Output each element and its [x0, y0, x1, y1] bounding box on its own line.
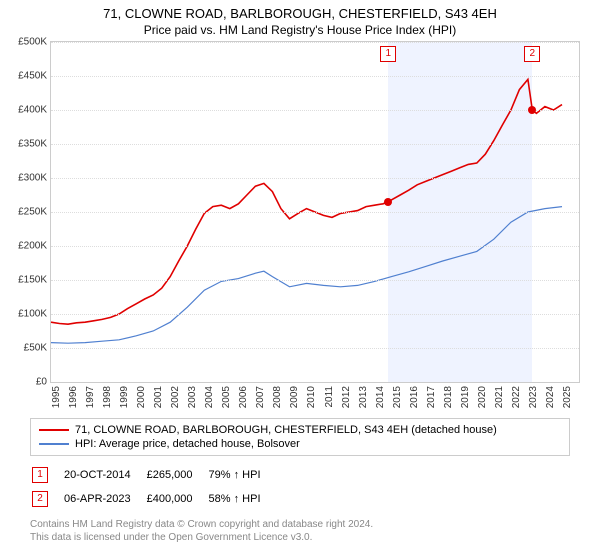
x-axis-label: 2015	[392, 386, 403, 408]
x-axis-label: 2001	[153, 386, 164, 408]
x-axis-label: 2004	[204, 386, 215, 408]
x-axis-label: 2007	[255, 386, 266, 408]
x-axis-label: 2017	[426, 386, 437, 408]
sale-marker: 1	[380, 46, 396, 62]
footer: Contains HM Land Registry data © Crown c…	[30, 518, 570, 544]
gridline	[51, 110, 579, 111]
x-axis-label: 2010	[306, 386, 317, 408]
y-axis-label: £200K	[18, 241, 47, 252]
x-axis-label: 2020	[477, 386, 488, 408]
y-axis-label: £250K	[18, 207, 47, 218]
legend-item-property: 71, CLOWNE ROAD, BARLBOROUGH, CHESTERFIE…	[39, 423, 561, 437]
chart-subtitle: Price paid vs. HM Land Registry's House …	[0, 21, 600, 41]
x-axis-label: 2025	[562, 386, 573, 408]
legend-swatch-hpi	[39, 443, 69, 445]
legend-item-hpi: HPI: Average price, detached house, Bols…	[39, 437, 561, 451]
chart-title: 71, CLOWNE ROAD, BARLBOROUGH, CHESTERFIE…	[0, 0, 600, 21]
sale-pct: 58% ↑ HPI	[209, 488, 275, 510]
gridline	[51, 348, 579, 349]
footer-line2: This data is licensed under the Open Gov…	[30, 531, 570, 544]
x-axis-label: 2019	[460, 386, 471, 408]
y-axis-label: £400K	[18, 105, 47, 116]
sale-price: £265,000	[147, 464, 207, 486]
x-axis-label: 2018	[443, 386, 454, 408]
gridline	[51, 212, 579, 213]
x-axis-label: 2002	[170, 386, 181, 408]
y-axis-label: £100K	[18, 309, 47, 320]
sale-date: 20-OCT-2014	[64, 464, 145, 486]
x-axis-label: 2011	[324, 386, 335, 408]
chart-plot-area: £0£50K£100K£150K£200K£250K£300K£350K£400…	[50, 41, 580, 383]
x-axis-label: 1997	[85, 386, 96, 408]
sale-date: 06-APR-2023	[64, 488, 145, 510]
gridline	[51, 178, 579, 179]
gridline	[51, 76, 579, 77]
sale-price: £400,000	[147, 488, 207, 510]
x-axis-label: 2008	[272, 386, 283, 408]
x-axis-label: 1998	[102, 386, 113, 408]
legend-label-hpi: HPI: Average price, detached house, Bols…	[75, 438, 300, 450]
x-axis-label: 2013	[358, 386, 369, 408]
legend: 71, CLOWNE ROAD, BARLBOROUGH, CHESTERFIE…	[30, 418, 570, 456]
x-axis-label: 2000	[136, 386, 147, 408]
sale-marker: 2	[524, 46, 540, 62]
chart-container: 71, CLOWNE ROAD, BARLBOROUGH, CHESTERFIE…	[0, 0, 600, 560]
x-axis-label: 2003	[187, 386, 198, 408]
gridline	[51, 246, 579, 247]
x-axis-label: 1996	[68, 386, 79, 408]
sales-row: 2 06-APR-2023£400,00058% ↑ HPI	[32, 488, 275, 510]
sale-index-icon: 1	[32, 467, 48, 483]
sale-index-icon: 2	[32, 491, 48, 507]
x-axis-label: 2006	[238, 386, 249, 408]
x-axis-label: 2023	[528, 386, 539, 408]
x-axis-label: 2005	[221, 386, 232, 408]
gridline	[51, 144, 579, 145]
gridline	[51, 314, 579, 315]
y-axis-label: £300K	[18, 173, 47, 184]
series-line	[51, 207, 562, 344]
x-axis-label: 2022	[511, 386, 522, 408]
x-axis-label: 2016	[409, 386, 420, 408]
sales-table: 1 20-OCT-2014£265,00079% ↑ HPI 2 06-APR-202…	[30, 462, 277, 512]
sale-dot	[528, 106, 536, 114]
footer-line1: Contains HM Land Registry data © Crown c…	[30, 518, 570, 531]
x-axis-label: 2024	[545, 386, 556, 408]
x-axis-label: 1995	[51, 386, 62, 408]
legend-swatch-property	[39, 429, 69, 431]
sales-row: 1 20-OCT-2014£265,00079% ↑ HPI	[32, 464, 275, 486]
gridline	[51, 42, 579, 43]
y-axis-label: £500K	[18, 37, 47, 48]
gridline	[51, 280, 579, 281]
x-axis-label: 2021	[494, 386, 505, 408]
y-axis-label: £0	[36, 377, 47, 388]
y-axis-label: £150K	[18, 275, 47, 286]
x-axis-label: 2012	[341, 386, 352, 408]
sale-pct: 79% ↑ HPI	[209, 464, 275, 486]
y-axis-label: £350K	[18, 139, 47, 150]
sale-dot	[384, 198, 392, 206]
y-axis-label: £450K	[18, 71, 47, 82]
x-axis-label: 2014	[375, 386, 386, 408]
x-axis-label: 2009	[289, 386, 300, 408]
x-axis-label: 1999	[119, 386, 130, 408]
series-line	[51, 79, 562, 324]
legend-label-property: 71, CLOWNE ROAD, BARLBOROUGH, CHESTERFIE…	[75, 424, 497, 436]
y-axis-label: £50K	[24, 343, 47, 354]
